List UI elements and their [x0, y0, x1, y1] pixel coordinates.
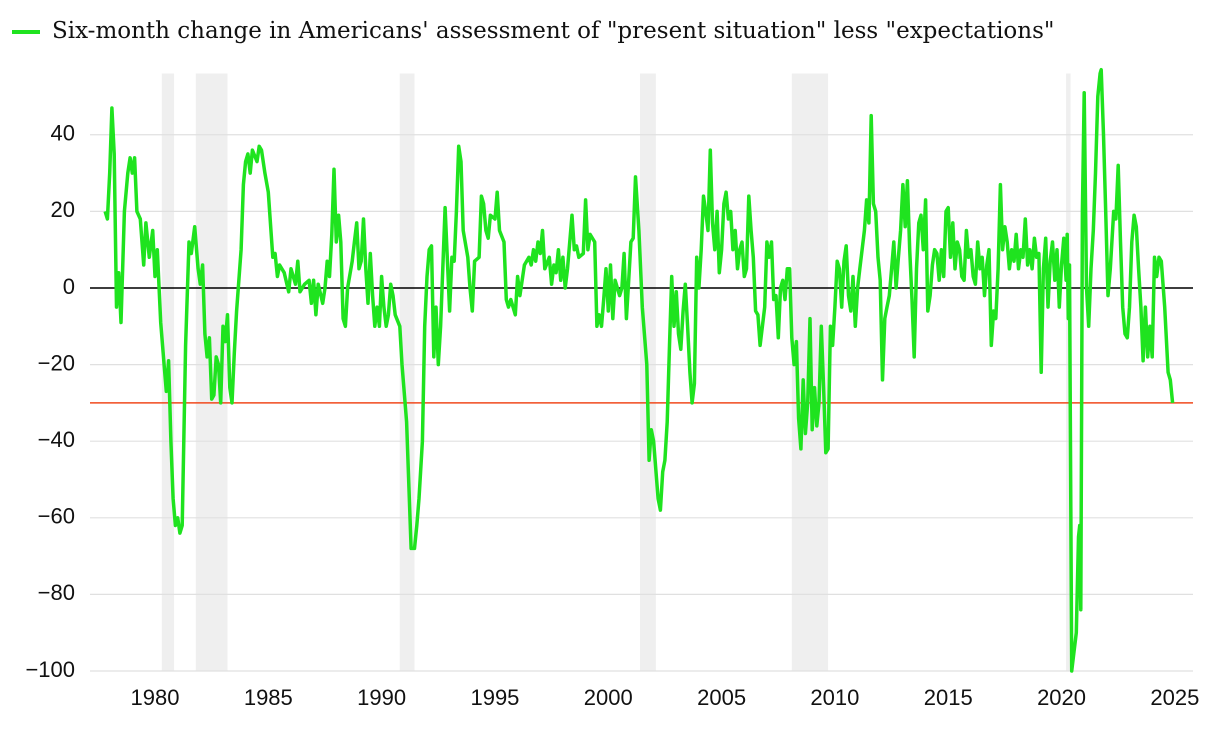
x-tick-label: 2005 — [697, 685, 746, 710]
x-tick-label: 1985 — [244, 685, 293, 710]
x-tick-label: 2010 — [810, 685, 859, 710]
series-line — [103, 67, 1175, 673]
y-tick-label: −80 — [38, 580, 75, 605]
y-tick-label: −100 — [25, 657, 75, 682]
y-tick-label: 40 — [51, 121, 75, 146]
legend: Six-month change in Americans' assessmen… — [12, 18, 1054, 44]
y-tick-label: −40 — [38, 427, 75, 452]
x-tick-label: 2020 — [1037, 685, 1086, 710]
legend-label: Six-month change in Americans' assessmen… — [52, 18, 1054, 44]
x-tick-label: 2025 — [1150, 685, 1199, 710]
x-tick-label: 2015 — [924, 685, 973, 710]
y-tick-label: 0 — [63, 274, 75, 299]
x-tick-label: 1990 — [357, 685, 406, 710]
x-tick-label: 2000 — [584, 685, 633, 710]
y-tick-label: −20 — [38, 350, 75, 375]
x-tick-label: 1980 — [131, 685, 180, 710]
y-tick-label: 20 — [51, 197, 75, 222]
y-tick-label: −60 — [38, 504, 75, 529]
x-tick-label: 1995 — [470, 685, 519, 710]
